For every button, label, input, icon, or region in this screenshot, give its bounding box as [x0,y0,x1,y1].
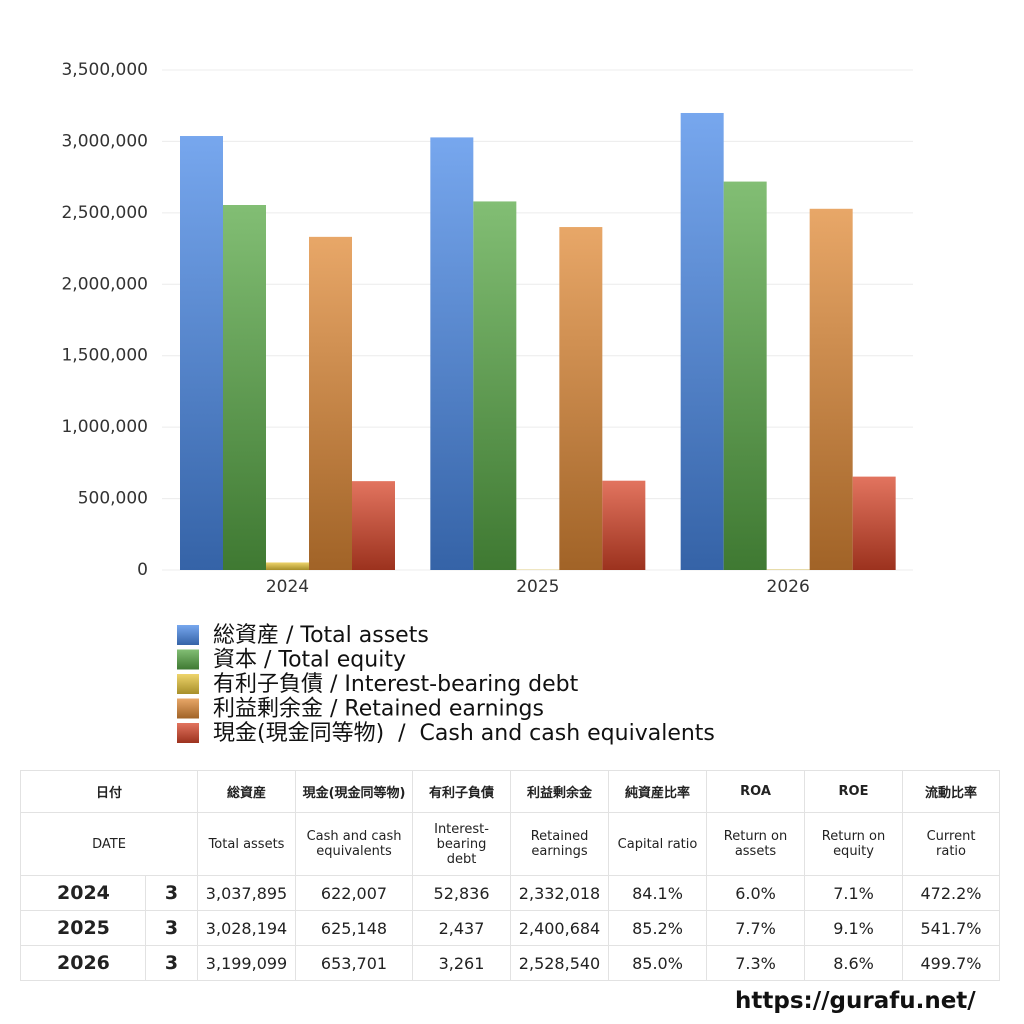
header-cell: ROE [804,770,904,813]
table-cell: 3,199,099 [197,945,297,981]
header-cell: Current ratio [902,812,1001,876]
data-row: 2026 3 3,199,099 653,701 3,261 2,528,540 85.0%… [20,945,1001,981]
legend-swatch [177,674,199,694]
y-tick-label: 1,500,000 [61,346,148,366]
table-cell: 7.7% [706,910,806,946]
table-cell: 2,400,684 [510,910,610,946]
bar [602,480,646,570]
legend-swatch [177,649,199,670]
header-cell: Retained earnings [510,812,610,876]
header-cell: Return on assets [706,812,806,876]
table-cell: 499.7% [902,945,1001,981]
table-cell: 3 [144,910,199,946]
header-cell: Interest- bearing debt [412,812,512,876]
header-cell: 有利子負債 [412,770,512,813]
data-table: 日付 総資産 現金(現金同等物) 有利子負債 利益剰余金 純資産比率 ROA ROE 流動比率 D… [19,770,1001,981]
legend-swatch [177,698,199,719]
bar [473,201,517,570]
bar [352,481,395,570]
x-tick-label: 2024 [266,577,309,597]
table-cell: 7.1% [804,875,904,911]
header-cell: 日付 [19,770,199,813]
table-cell: 541.7% [902,910,1001,946]
table-cell: 8.6% [804,945,904,981]
y-tick-label: 0 [137,560,148,580]
chart: 0 500,000 1,000,000 1,500,000 2,000,000 2,500… [61,60,913,746]
header-cell: Capital ratio [608,812,708,876]
y-tick-label: 2,000,000 [61,274,148,294]
table-cell: 653,701 [295,945,414,981]
legend-swatch [177,625,199,645]
table-cell: 3,028,194 [197,910,297,946]
data-row: 2024 3 3,037,895 622,007 52,836 2,332,018 84.1… [20,875,1001,911]
y-tick-label: 1,000,000 [61,417,148,437]
legend-label: 資本 / Total equity [213,648,406,673]
table-cell: 3,037,895 [197,875,297,911]
table-cell: 472.2% [902,875,1001,911]
legend-label: 有利子負債 / Interest-bearing debt [213,672,579,697]
bar [680,112,724,571]
table-cell: 2026 [20,945,146,981]
table-cell: 52,836 [412,875,512,911]
y-tick-label: 3,500,000 [61,60,148,80]
table-cell: 3 [144,875,199,911]
table-cell: 7.3% [706,945,806,981]
header-cell: DATE [19,812,199,876]
x-tick-label: 2025 [516,577,559,597]
table-cell: 2025 [20,910,146,946]
bar [266,562,309,570]
table-cell: 3,261 [412,945,512,981]
header-cell: 現金(現金同等物) [295,770,414,813]
header-cell: 流動比率 [902,770,1001,813]
bar [809,208,853,570]
y-tick-label: 500,000 [78,489,148,509]
legend-label: 現金(現金同等物) / Cash and cash equivalents [213,721,715,746]
footer-url: https://gurafu.net/ [735,988,976,1014]
table-cell: 6.0% [706,875,806,911]
bar [430,137,474,570]
header-row: DATE Total assets Cash and cash equivalent… [19,812,1001,876]
y-tick-label: 2,500,000 [61,203,148,223]
table-cell: 2,528,540 [510,945,610,981]
table-cell: 85.2% [608,910,708,946]
table-cell: 84.1% [608,875,708,911]
legend-swatch [177,723,199,743]
header-cell: Total assets [197,812,297,876]
header-cell: 総資産 [197,770,297,813]
data-row: 2025 3 3,028,194 625,148 2,437 2,400,684 85.2%… [20,910,1001,946]
table-cell: 2,332,018 [510,875,610,911]
table-cell: 2024 [20,875,146,911]
header-cell: Cash and cash equivalents [295,812,414,876]
bar [223,205,266,570]
legend-label: 総資産 / Total assets [213,623,429,648]
legend-label: 利益剰余金 / Retained earnings [213,697,544,722]
bar [559,227,603,570]
bar [180,136,223,570]
header-cell: Return on equity [804,812,904,876]
header-cell: ROA [706,770,806,813]
header-cell: 純資産比率 [608,770,708,813]
table-cell: 625,148 [295,910,414,946]
bar [852,476,896,570]
header-row: 日付 総資産 現金(現金同等物) 有利子負債 利益剰余金 純資産比率 ROA ROE 流動比率 [19,770,1001,813]
x-tick-label: 2026 [767,577,810,597]
bar [309,236,352,571]
table-cell: 2,437 [412,910,512,946]
bar [723,181,767,571]
table-cell: 3 [144,945,199,981]
y-tick-label: 3,000,000 [61,131,148,151]
table-cell: 9.1% [804,910,904,946]
table-cell: 622,007 [295,875,414,911]
header-cell: 利益剰余金 [510,770,610,813]
table-cell: 85.0% [608,945,708,981]
